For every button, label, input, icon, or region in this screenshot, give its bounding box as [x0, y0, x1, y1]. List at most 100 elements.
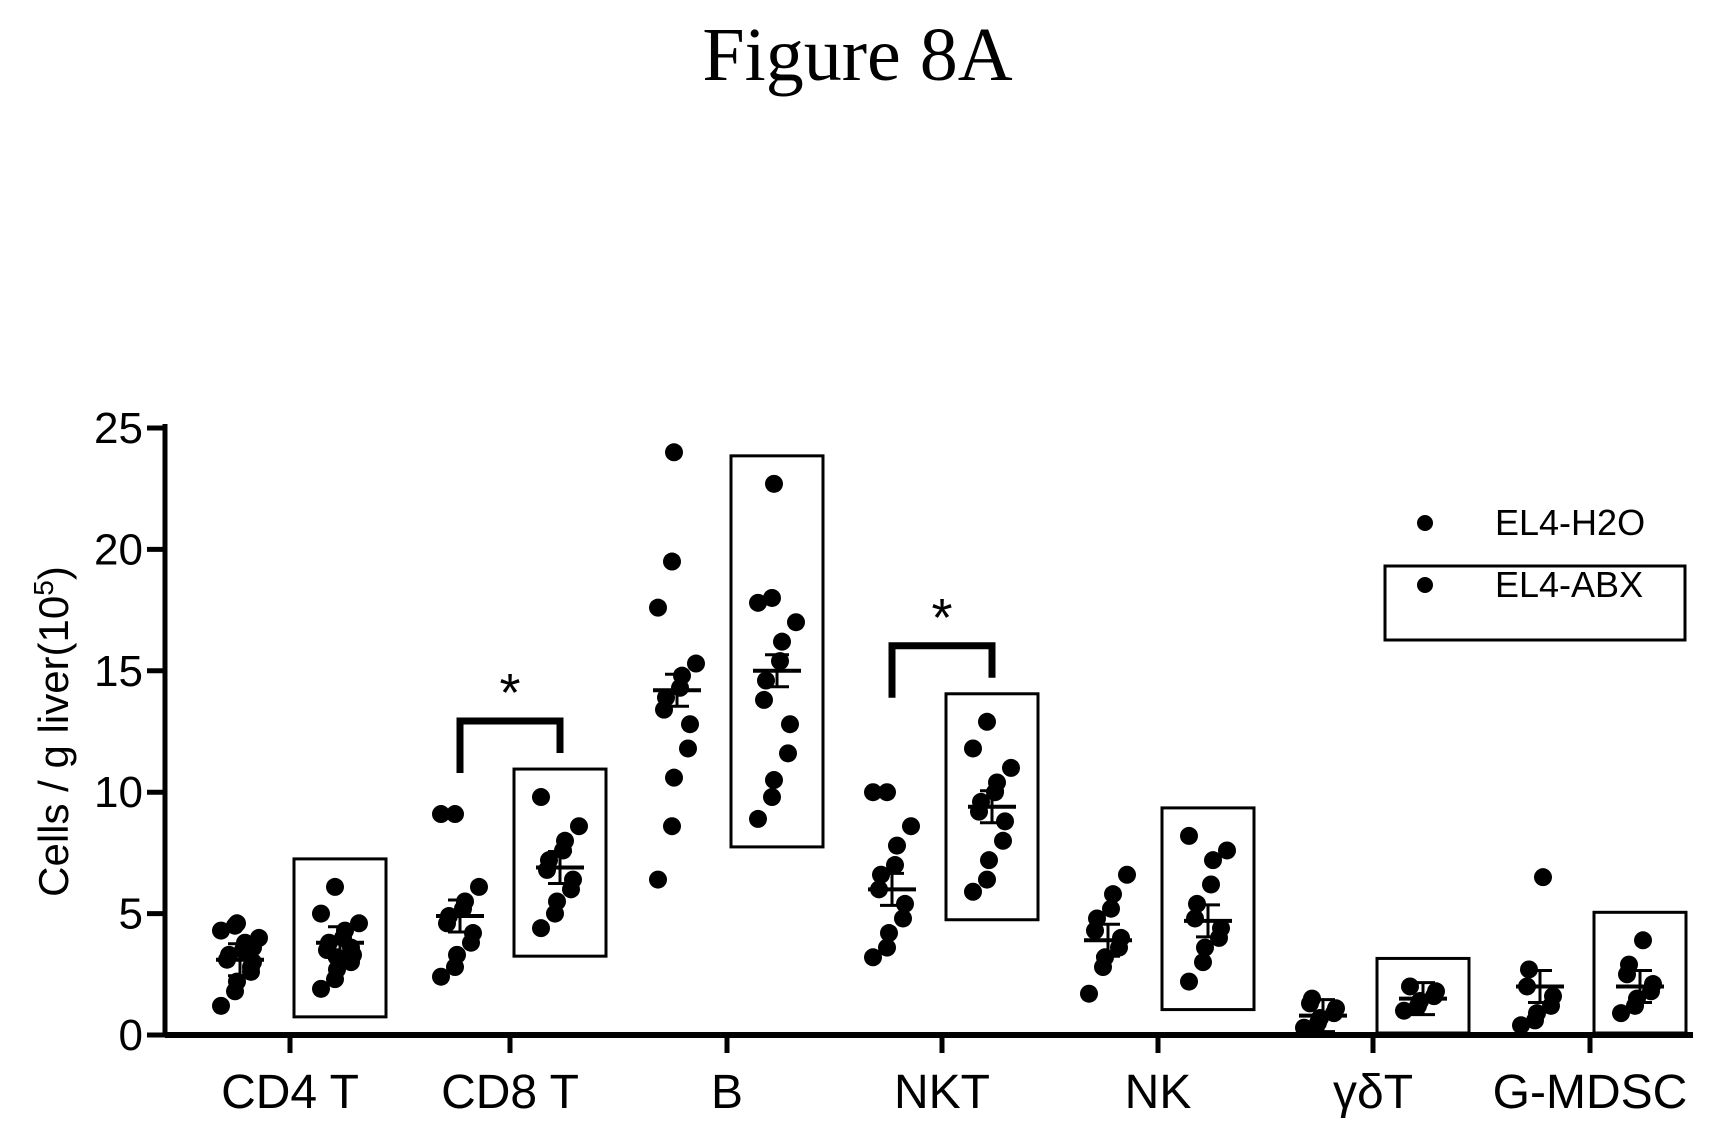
data-point [448, 945, 466, 964]
data-point [1112, 928, 1130, 947]
category-label: NK [1125, 1066, 1192, 1119]
data-point [657, 688, 675, 707]
data-point [757, 671, 775, 690]
data-point [312, 904, 330, 923]
category-label: G-MDSC [1493, 1066, 1688, 1119]
data-point [880, 924, 898, 943]
data-point [649, 870, 667, 889]
y-tick-label: 15 [94, 647, 143, 696]
data-point [765, 474, 783, 493]
data-point [896, 894, 914, 913]
significance-bracket [888, 642, 996, 698]
data-point [1180, 972, 1198, 991]
data-point [763, 788, 781, 807]
data-point [244, 938, 262, 957]
data-point [350, 914, 368, 933]
category-label: γδT [1333, 1066, 1413, 1119]
data-point [464, 924, 482, 943]
data-point [888, 836, 906, 855]
data-point [749, 593, 767, 612]
data-point [980, 851, 998, 870]
data-point [1118, 865, 1136, 884]
data-point [665, 768, 683, 787]
data-point [663, 817, 681, 836]
data-point [1395, 1001, 1413, 1020]
series-range-box [1375, 956, 1471, 1035]
data-point [1612, 1004, 1630, 1023]
category-label: CD8 T [441, 1066, 579, 1119]
data-point [1002, 758, 1020, 777]
data-point [1212, 919, 1230, 938]
data-point [556, 831, 574, 850]
category-label: CD4 T [221, 1066, 359, 1119]
data-point [978, 870, 996, 889]
series-range-box [292, 857, 388, 1019]
data-point [663, 552, 681, 571]
legend-label: EL4-ABX [1495, 564, 1643, 605]
data-point [964, 882, 982, 901]
significance-star: * [499, 663, 520, 723]
data-point [1180, 826, 1198, 845]
data-point [564, 870, 582, 889]
data-point [1544, 987, 1562, 1006]
data-point [326, 877, 344, 896]
data-point [228, 914, 246, 933]
series-range-box [944, 692, 1040, 922]
data-point [996, 812, 1014, 831]
data-point [1528, 1004, 1546, 1023]
data-point [532, 788, 550, 807]
data-point [1204, 851, 1222, 870]
data-point [994, 831, 1012, 850]
data-point [432, 967, 450, 986]
category-label: B [711, 1066, 743, 1119]
y-tick-label: 25 [94, 404, 143, 453]
series-range-box [729, 454, 825, 849]
data-point [894, 909, 912, 928]
y-tick-label: 5 [119, 890, 143, 939]
data-point [1194, 953, 1212, 972]
data-point [540, 851, 558, 870]
data-point [755, 690, 773, 709]
y-tick-label: 10 [94, 768, 143, 817]
data-point [1186, 909, 1204, 928]
legend-marker [1417, 577, 1433, 593]
data-point [1102, 899, 1120, 918]
data-point [548, 892, 566, 911]
data-point [779, 744, 797, 763]
data-point [1644, 975, 1662, 994]
data-point [681, 715, 699, 734]
data-point [470, 877, 488, 896]
data-point [1218, 841, 1236, 860]
data-point [773, 632, 791, 651]
y-axis-title: Cells / g liver(105) [28, 566, 78, 897]
series-range-box [1160, 806, 1256, 1012]
data-point [649, 598, 667, 617]
data-point [864, 783, 882, 802]
data-point [787, 613, 805, 632]
data-point [687, 654, 705, 673]
data-point [212, 996, 230, 1015]
data-point [532, 919, 550, 938]
data-point [665, 443, 683, 462]
data-point [1512, 1016, 1530, 1035]
data-point [1295, 1018, 1313, 1037]
y-tick-label: 0 [119, 1011, 143, 1060]
data-point [1401, 977, 1419, 996]
legend-box [1383, 564, 1687, 642]
data-point [988, 773, 1006, 792]
legend-marker [1417, 515, 1433, 531]
data-point [312, 979, 330, 998]
data-point [1104, 885, 1122, 904]
data-point [964, 739, 982, 758]
data-point [679, 739, 697, 758]
significance-star: * [931, 588, 952, 648]
data-point [781, 715, 799, 734]
figure-title: Figure 8A [702, 13, 1013, 97]
data-point [1634, 931, 1652, 950]
data-point [902, 817, 920, 836]
category-label: NKT [894, 1066, 990, 1119]
legend-label: EL4-H2O [1495, 502, 1645, 543]
data-point [765, 771, 783, 790]
data-point [432, 805, 450, 824]
